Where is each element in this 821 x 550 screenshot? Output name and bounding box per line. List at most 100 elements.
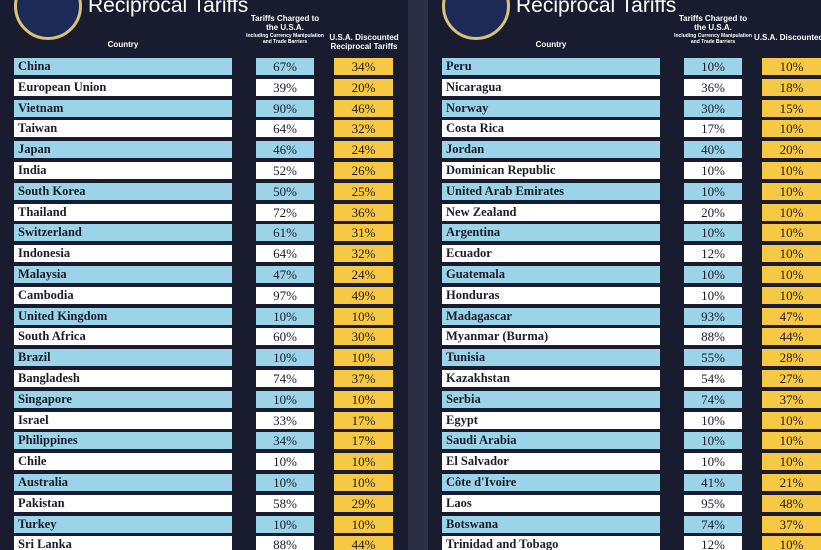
country-cell: Argentina xyxy=(442,224,660,242)
charged-cell: 90% xyxy=(256,99,314,117)
header-country: Country xyxy=(107,40,139,49)
discounted-cell: 30% xyxy=(334,328,393,346)
country-cell: Botswana xyxy=(442,515,660,533)
discounted-cell: 46% xyxy=(334,99,393,117)
charged-cell: 72% xyxy=(256,203,314,221)
discounted-cell: 24% xyxy=(334,141,393,159)
charged-cell: 10% xyxy=(256,453,314,471)
country-cell: Dominican Republic xyxy=(442,162,660,179)
country-cell: United Kingdom xyxy=(14,307,232,325)
charged-cell: 52% xyxy=(256,162,314,179)
discounted-cell: 31% xyxy=(334,224,393,242)
country-cell: Brazil xyxy=(14,349,232,367)
header-charged: Tariffs Charged to the U.S.A. xyxy=(250,14,320,32)
header-note: Including Currency Manipulation and Trad… xyxy=(674,33,752,45)
charged-cell: 67% xyxy=(256,58,314,75)
charged-cell: 17% xyxy=(684,120,742,138)
discounted-cell: 25% xyxy=(334,182,393,200)
panel: Reciprocal Tariffs Country Tariffs Charged… xyxy=(0,0,408,550)
country-cell: Jordan xyxy=(442,141,660,159)
charged-cell: 10% xyxy=(256,515,314,533)
charged-cell: 54% xyxy=(684,370,742,387)
discounted-cell: 10% xyxy=(762,266,821,283)
discounted-cell: 10% xyxy=(334,349,393,367)
discounted-cell: 17% xyxy=(334,411,393,429)
discounted-cell: 10% xyxy=(762,536,821,550)
country-cell: Philippines xyxy=(14,432,232,450)
charged-cell: 97% xyxy=(256,286,314,304)
charged-cell: 61% xyxy=(256,224,314,242)
charged-cell: 41% xyxy=(684,474,742,491)
charged-cell: 12% xyxy=(684,536,742,550)
country-cell: Indonesia xyxy=(14,245,232,263)
country-cell: Honduras xyxy=(442,286,660,304)
country-cell: Serbia xyxy=(442,390,660,408)
discounted-cell: 10% xyxy=(762,286,821,304)
discounted-cell: 47% xyxy=(762,307,821,325)
discounted-cell: 10% xyxy=(762,432,821,450)
country-cell: Kazakhstan xyxy=(442,370,660,387)
country-cell: Cambodia xyxy=(14,286,232,304)
country-cell: Nicaragua xyxy=(442,78,660,96)
charged-cell: 10% xyxy=(256,349,314,367)
charged-cell: 39% xyxy=(256,78,314,96)
country-cell: Sri Lanka xyxy=(14,536,232,550)
discounted-cell: 36% xyxy=(334,203,393,221)
charged-cell: 33% xyxy=(256,411,314,429)
discounted-cell: 37% xyxy=(762,390,821,408)
discounted-cell: 28% xyxy=(762,349,821,367)
discounted-cell: 17% xyxy=(334,432,393,450)
discounted-cell: 29% xyxy=(334,494,393,512)
discounted-cell: 34% xyxy=(334,58,393,75)
discounted-cell: 20% xyxy=(334,78,393,96)
discounted-cell: 10% xyxy=(762,120,821,138)
header-discounted: U.S.A. Discounted Reciprocal Tariffs xyxy=(329,33,399,51)
country-cell: Thailand xyxy=(14,203,232,221)
header-discounted: U.S.A. Discounted Reciprocal Tariffs xyxy=(754,33,821,42)
country-cell: Malaysia xyxy=(14,266,232,283)
country-cell: Tunisia xyxy=(442,349,660,367)
discounted-cell: 10% xyxy=(762,58,821,75)
discounted-cell: 24% xyxy=(334,266,393,283)
country-cell: Australia xyxy=(14,474,232,491)
discounted-cell: 32% xyxy=(334,120,393,138)
charged-cell: 93% xyxy=(684,307,742,325)
country-cell: Trinidad and Tobago xyxy=(442,536,660,550)
country-cell: Saudi Arabia xyxy=(442,432,660,450)
country-cell: Myanmar (Burma) xyxy=(442,328,660,346)
country-cell: El Salvador xyxy=(442,453,660,471)
charged-cell: 74% xyxy=(684,515,742,533)
country-cell: Guatemala xyxy=(442,266,660,283)
charged-cell: 64% xyxy=(256,120,314,138)
discounted-cell: 32% xyxy=(334,245,393,263)
discounted-cell: 10% xyxy=(762,453,821,471)
title: Reciprocal Tariffs xyxy=(516,0,677,17)
charged-cell: 20% xyxy=(684,203,742,221)
charged-cell: 10% xyxy=(684,453,742,471)
charged-cell: 88% xyxy=(256,536,314,550)
charged-cell: 10% xyxy=(256,390,314,408)
charged-cell: 60% xyxy=(256,328,314,346)
charged-cell: 88% xyxy=(684,328,742,346)
country-cell: South Africa xyxy=(14,328,232,346)
charged-cell: 10% xyxy=(684,224,742,242)
charged-cell: 10% xyxy=(684,432,742,450)
country-cell: China xyxy=(14,58,232,75)
country-cell: European Union xyxy=(14,78,232,96)
seal xyxy=(442,0,510,40)
discounted-cell: 10% xyxy=(334,390,393,408)
charged-cell: 10% xyxy=(684,286,742,304)
charged-cell: 74% xyxy=(256,370,314,387)
charged-cell: 58% xyxy=(256,494,314,512)
country-cell: Switzerland xyxy=(14,224,232,242)
header-note: Including Currency Manipulation and Trad… xyxy=(246,33,324,45)
country-cell: South Korea xyxy=(14,182,232,200)
country-cell: Israel xyxy=(14,411,232,429)
discounted-cell: 10% xyxy=(762,203,821,221)
discounted-cell: 15% xyxy=(762,99,821,117)
discounted-cell: 10% xyxy=(762,411,821,429)
country-cell: Egypt xyxy=(442,411,660,429)
charged-cell: 40% xyxy=(684,141,742,159)
charged-cell: 50% xyxy=(256,182,314,200)
country-cell: Laos xyxy=(442,494,660,512)
